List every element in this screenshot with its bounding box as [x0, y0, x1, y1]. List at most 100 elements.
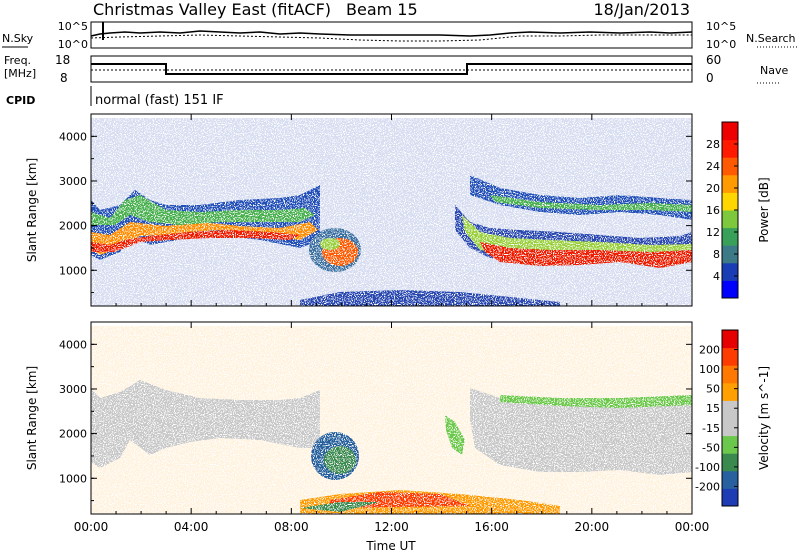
noise-tick-bottom: 10^0 [58, 38, 88, 51]
y-tick-label: 3000 [59, 175, 87, 188]
colorbar-swatch [722, 382, 738, 401]
colorbar-swatch [722, 174, 738, 193]
x-tick-label: 16:00 [474, 520, 509, 534]
velocity-panel: 1000 2000 3000 4000 00:00 04:00 08:00 12:00 16:… [25, 321, 771, 553]
colorbar-swatch [722, 453, 738, 472]
colorbar-tick-label: -15 [702, 422, 720, 435]
noise-tick-top: 10^5 [58, 20, 88, 33]
colorbar-swatch [722, 122, 738, 141]
velocity-ylabel: Slant Range [km] [25, 366, 39, 470]
velocity-x-axis: 00:00 04:00 08:00 12:00 16:00 20:00 00:00 [74, 322, 710, 534]
y-tick-label: 2000 [59, 428, 87, 441]
freq-label-2: [MHz] [4, 67, 36, 80]
velocity-band-afternoon [470, 388, 692, 475]
x-tick-label: 12:00 [374, 520, 409, 534]
y-tick-label: 1000 [59, 472, 87, 485]
nsearch-trace [90, 34, 692, 42]
colorbar-swatch [722, 227, 738, 246]
power-x-axis [90, 114, 693, 306]
colorbar-swatch [722, 139, 738, 158]
colorbar-swatch [722, 488, 738, 507]
cpid-text: normal (fast) 151 IF [95, 93, 224, 108]
colorbar-tick-label: 12 [706, 226, 720, 239]
colorbar-tick-label: 200 [699, 344, 720, 357]
colorbar-swatch [722, 210, 738, 229]
freq-tick-top: 18 [55, 53, 70, 67]
plot-title: Christmas Valley East (fitACF) [93, 0, 331, 19]
y-tick-label: 4000 [59, 338, 87, 351]
x-tick-label: 08:00 [274, 520, 309, 534]
y-tick-label: 2000 [59, 220, 87, 233]
x-tick-label: 00:00 [74, 520, 109, 534]
velocity-echoes [91, 326, 692, 514]
noise-tick-top-right: 10^5 [706, 20, 736, 33]
colorbar-swatch [722, 245, 738, 264]
nsky-label: N.Sky [2, 32, 34, 45]
power-y-axis: 1000 2000 3000 4000 [59, 130, 692, 294]
cpid-panel: CPID normal (fast) 151 IF [6, 86, 224, 108]
nave-tick-top: 60 [706, 53, 721, 67]
colorbar-tick-label: 4 [713, 270, 720, 283]
x-tick-label: 20:00 [575, 520, 610, 534]
nave-tick-bottom: 0 [706, 71, 714, 85]
colorbar-tick-label: -100 [695, 461, 720, 474]
colorbar-tick-label: 16 [706, 204, 720, 217]
nsearch-label: N.Search [746, 32, 796, 45]
colorbar-tick-label: 15 [706, 402, 720, 415]
power-band-afternoon-upper-core [490, 195, 692, 212]
noise-tick-bottom-right: 10^0 [706, 38, 736, 51]
colorbar-swatch [722, 435, 738, 454]
colorbar-tick-label: 20 [706, 182, 720, 195]
velocity-y-axis: 1000 2000 3000 4000 [59, 338, 692, 502]
y-tick-label: 3000 [59, 383, 87, 396]
freq-label-1: Freq. [4, 54, 31, 67]
power-band-afternoon-red [480, 242, 692, 268]
colorbar-swatch [722, 330, 738, 349]
power-echoes [91, 118, 692, 306]
power-colorbar-label: Power [dB] [757, 177, 771, 242]
colorbar-swatch [722, 418, 738, 437]
power-ground-echo [300, 290, 560, 306]
beam-label: Beam 15 [346, 0, 418, 19]
date-label: 18/Jan/2013 [593, 0, 690, 19]
colorbar-tick-label: 28 [706, 138, 720, 151]
frequency-panel: Freq. [MHz] 18 8 60 0 Nave [4, 53, 788, 85]
colorbar-swatch [722, 347, 738, 366]
freq-trace [91, 63, 692, 75]
y-tick-label: 4000 [59, 130, 87, 143]
velocity-colorbar: 200 100 50 15 -15 -50 -100 -200 [695, 329, 739, 507]
power-panel: 1000 2000 3000 4000 Slant Range [km] 28 24 20… [25, 113, 771, 307]
colorbar-swatch [722, 470, 738, 489]
colorbar-tick-label: 100 [699, 363, 720, 376]
velocity-colorbar-label: Velocity [m s^-1] [757, 366, 771, 470]
colorbar-swatch [722, 400, 738, 419]
power-band-afternoon-mid [462, 215, 692, 258]
colorbar-frame [721, 329, 739, 507]
colorbar-tick-label: 50 [706, 383, 720, 396]
power-band-morning-core [91, 222, 318, 255]
velocity-green-streak [445, 415, 465, 455]
nave-label: Nave [760, 64, 788, 77]
colorbar-tick-label: -50 [702, 441, 720, 454]
colorbar-tick-label: -200 [695, 480, 720, 493]
nsky-trace [90, 30, 693, 37]
noise-panel: N.Sky 10^5 10^0 10^5 10^0 N.Search [2, 20, 797, 51]
x-tick-label: 04:00 [174, 520, 209, 534]
colorbar-swatch [722, 365, 738, 384]
colorbar-swatch [722, 262, 738, 281]
velocity-band-morning [91, 380, 320, 468]
x-tick-label: 00:00 [675, 520, 710, 534]
cpid-label: CPID [6, 94, 35, 107]
colorbar-tick-label: 24 [706, 160, 720, 173]
colorbar-tick-label: 8 [713, 248, 720, 261]
colorbar-swatch [722, 280, 738, 299]
colorbar-swatch [722, 157, 738, 176]
velocity-xlabel: Time UT [365, 539, 416, 553]
power-band-morning-red [91, 230, 300, 252]
y-tick-label: 1000 [59, 264, 87, 277]
colorbar-swatch [722, 192, 738, 211]
power-ylabel: Slant Range [km] [25, 158, 39, 262]
freq-tick-bottom: 8 [60, 71, 68, 85]
power-band-morning-yellow [91, 195, 315, 225]
